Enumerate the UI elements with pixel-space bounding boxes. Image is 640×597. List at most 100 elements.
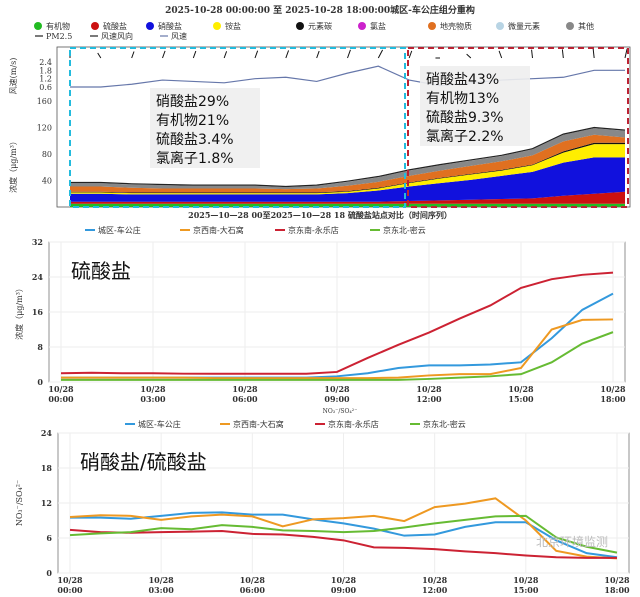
x-tick-date: 10/28	[513, 575, 539, 585]
legend-marker-1	[91, 22, 99, 30]
area-6	[70, 128, 625, 190]
wind-arrow	[377, 49, 384, 59]
wind-ylabel: 风速(m/s)	[9, 58, 18, 95]
x-tick-time: 03:00	[140, 394, 166, 404]
series-line-1	[69, 497, 618, 560]
y-tick: 12	[41, 498, 52, 508]
legend-label-1: 京西南-大石窝	[193, 225, 244, 235]
legend-label-0: 城区-车公庄	[138, 419, 181, 429]
component-reconstruction-chart: 有机物 硫酸盐 硝酸盐 铵盐 元素碳 氯盐 地壳物质 微量元素 其他 PM2.5 风速风向 风速 2.4…	[8, 21, 631, 220]
conc-tick: 80	[42, 150, 52, 159]
x-tick-date: 10/28	[240, 575, 266, 585]
chart1-title: 2025-10-28 00:00:00 至 2025-10-28 18:00:0…	[165, 4, 475, 16]
x-tick-date: 10/28	[140, 384, 166, 394]
legend-label-2: 京东南-永乐店	[328, 419, 379, 429]
y-tick: 32	[32, 237, 43, 247]
legend-marker-3	[213, 22, 221, 30]
wind-arrow	[97, 52, 102, 59]
y-tick: 16	[32, 307, 44, 317]
series-line-2	[69, 528, 617, 559]
legend-label-4: 元素碳	[308, 21, 332, 31]
x-tick-date: 10/28	[48, 384, 74, 394]
wind-arrow	[624, 48, 628, 59]
wind-arrow	[162, 50, 166, 59]
annotation-line: 硫酸盐9.3%	[426, 110, 504, 126]
wind-arrow	[254, 50, 259, 59]
x-tick-date: 10/28	[149, 575, 175, 585]
legend-label-8: 其他	[578, 21, 594, 31]
y-tick: 24	[41, 428, 53, 438]
wind-arrow	[316, 50, 320, 59]
legend-label-3: 铵盐	[225, 21, 241, 31]
x-tick-date: 10/28	[232, 384, 258, 394]
legend-label-0: 有机物	[46, 21, 70, 31]
wind-tick: 1.2	[39, 75, 52, 84]
annotation-line: 有机物21%	[156, 113, 229, 129]
y-tick: 0	[37, 377, 43, 387]
wind-arrow	[531, 49, 533, 59]
legend-label-2: 京东南-永乐店	[288, 225, 339, 235]
wind-tick: 2.4	[39, 58, 52, 67]
x-tick-date: 10/28	[324, 384, 350, 394]
wind-arrow	[285, 50, 290, 59]
watermark: 北京环境监测	[536, 534, 608, 549]
x-tick-date: 10/28	[604, 575, 630, 585]
y-tick: 6	[46, 533, 52, 543]
legend-label-5: 氯盐	[370, 21, 386, 31]
series-line-1	[61, 318, 614, 380]
wind-arrow	[561, 49, 564, 59]
wind-arrow	[466, 53, 472, 59]
conc-tick: 120	[37, 124, 52, 133]
x-tick-time: 12:00	[416, 394, 442, 404]
wind-arrow	[192, 50, 197, 59]
wind-tick: 0.6	[39, 83, 52, 92]
legend-label-1: 硫酸盐	[103, 21, 127, 31]
x-tick-date: 10/28	[600, 384, 626, 394]
legend-label-0: 城区-车公庄	[98, 225, 141, 235]
x-tick-date: 10/28	[331, 575, 357, 585]
area-3	[70, 144, 625, 195]
legend-marker-2	[146, 22, 154, 30]
annotation-line: 有机物13%	[426, 91, 499, 107]
x-tick-time: 06:00	[232, 394, 258, 404]
annotation-line: 硝酸盐43%	[426, 72, 499, 88]
annotation-line: 氯离子2.2%	[426, 128, 504, 145]
annotation-line: 硝酸盐29%	[156, 94, 229, 110]
nitrate-sulfate-ratio-chart: 城区-车公庄 京西南-大石窝 京东南-永乐店 京东北-密云0612182410/280…	[15, 419, 630, 595]
x-tick-date: 10/28	[416, 384, 442, 394]
x-tick-time: 18:00	[604, 585, 630, 595]
x-tick-time: 00:00	[48, 394, 74, 404]
legend-label-3: 京东北-密云	[383, 225, 426, 235]
legend-marker-4	[296, 22, 304, 30]
legend-marker-0	[34, 22, 42, 30]
annotation-box-1	[420, 66, 530, 146]
conc-tick: 160	[37, 97, 52, 106]
line-legend-label-0: PM2.5	[46, 32, 72, 41]
legend-label-2: 硝酸盐	[158, 21, 182, 31]
series-line-2	[60, 271, 614, 375]
legend-marker-5	[358, 22, 366, 30]
series-line-3	[69, 514, 618, 554]
y-tick: 8	[37, 342, 43, 352]
x-tick-time: 09:00	[324, 394, 350, 404]
area-5	[70, 134, 625, 193]
chart-title: 硫酸盐	[71, 259, 131, 283]
wind-arrow	[408, 50, 413, 59]
line-legend-label-2: 风速	[171, 32, 187, 41]
annotation-line: 硫酸盐3.4%	[156, 132, 234, 148]
area-4	[70, 142, 625, 194]
x-tick-time: 03:00	[149, 585, 175, 595]
chart-title: 硝酸盐/硫酸盐	[80, 450, 207, 474]
x-tick-date: 10/28	[422, 575, 448, 585]
pm25-line	[70, 126, 626, 188]
wind-arrow	[131, 51, 135, 59]
x-tick-date: 10/28	[57, 575, 83, 585]
area-2	[70, 157, 625, 202]
wind-tick: 1.8	[39, 66, 52, 75]
y-tick: 24	[32, 272, 44, 282]
x-tick-time: 15:00	[513, 585, 539, 595]
x-tick-time: 09:00	[331, 585, 357, 595]
chart1-xlabel: 2025—10—28 00至2025—10—28 18 硫酸盐站点对比（时间序列…	[188, 210, 452, 220]
x-tick-time: 18:00	[600, 394, 626, 404]
